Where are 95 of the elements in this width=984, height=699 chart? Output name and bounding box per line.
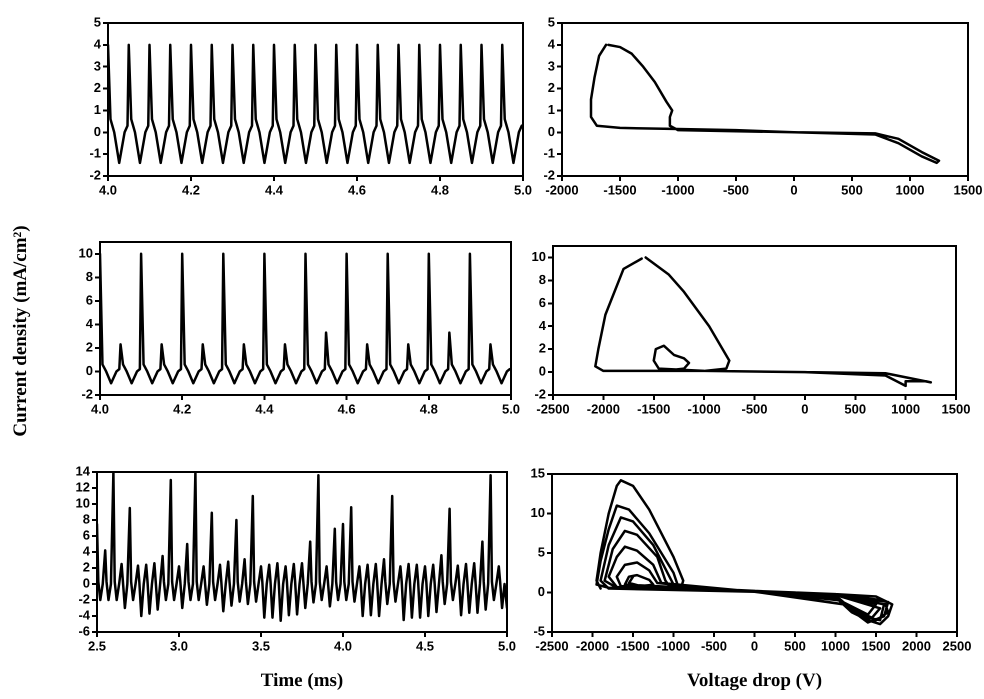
y-tick-label: 5 [548,14,555,30]
y-tick-label: 10 [76,496,90,511]
x-tick-label: 4.8 [420,401,438,416]
x-tick-label: 500 [841,182,863,198]
y-tick-label: 0 [548,124,555,139]
y-tick-label: 1 [548,102,555,118]
x-tick-label: -500 [741,401,768,416]
y-tick-label: 8 [86,268,93,284]
y-tick-label: 2 [94,80,101,96]
x-tick-label: 5.0 [502,401,520,416]
x-tick-label: -2500 [536,401,570,416]
y-tick-label: 2 [538,340,546,356]
x-tick-label: 4.0 [98,182,118,198]
y-tick-label: 4 [86,316,94,331]
x-tick-label: 5.0 [498,638,516,654]
x-tick-label: 4.4 [255,401,274,416]
y-tick-label: 5 [538,544,545,560]
x-tick-label: 1000 [896,182,924,198]
x-tick-label: -1500 [616,638,650,654]
x-tick-label: 1500 [954,182,982,198]
x-tick-label: 1500 [862,638,890,654]
y-tick-label: -1 [543,146,555,161]
y-tick-label: -5 [533,624,545,639]
x-tick-label: 500 [784,638,806,654]
y-tick-label: 6 [86,292,93,308]
y-tick-label: 4 [94,36,102,52]
y-tick-label: 10 [78,245,93,260]
y-tick-label: 10 [530,505,545,520]
y-tick-label: -1 [89,146,101,161]
y-tick-label: 8 [538,272,546,287]
y-tick-label: 14 [76,464,91,479]
x-tick-label: 4.8 [430,182,450,198]
y-tick-label: -2 [534,386,546,402]
x-tick-label: -2500 [535,638,569,654]
x-tick-label: 1000 [891,401,920,416]
y-tick-label: 2 [548,80,555,96]
y-tick-label: -6 [78,624,90,639]
x-tick-label: 500 [844,401,866,416]
y-tick-label: -2 [81,386,93,402]
y-tick-label: 2 [82,560,90,575]
y-tick-label: 10 [532,249,546,264]
x-axis-title: Voltage drop (V) [686,670,824,692]
x-tick-label: 4.6 [348,182,366,198]
y-tick-label: 5 [94,14,101,30]
x-tick-label: -1000 [656,638,690,654]
y-tick-label: 12 [76,480,90,495]
x-tick-label: -1000 [688,401,721,416]
y-tick-label: 8 [82,512,90,527]
y-tick-label: -4 [78,608,91,623]
x-tick-label: -2000 [576,638,610,654]
x-tick-label: -1000 [661,182,695,198]
y-tick-label: 2 [86,340,93,354]
x-tick-label: 4.2 [182,182,200,198]
x-tick-label: 2000 [902,638,931,654]
x-tick-label: 4.4 [264,182,284,198]
x-tick-label: 2.5 [88,638,106,654]
x-tick-label: 1500 [942,401,970,416]
y-tick-label: 4 [548,36,556,52]
y-tick-label: 6 [82,528,90,543]
x-tick-label: -2000 [586,401,620,416]
x-tick-label: -500 [700,638,728,654]
y-tick-label: 0 [86,363,93,378]
x-tick-label: 1000 [821,638,850,654]
x-axis-title: Time (ms) [260,670,344,692]
x-tick-label: 0 [750,638,758,654]
y-tick-label: 1 [94,102,101,118]
y-tick-label: 0 [538,364,546,379]
x-tick-label: 4.6 [338,401,356,416]
x-tick-label: 4.0 [334,638,352,654]
x-tick-label: -1500 [637,401,670,416]
x-tick-label: 4.0 [90,401,110,416]
x-tick-label: -2000 [545,182,579,198]
y-tick-label: 3 [548,58,555,74]
x-tick-label: 3.0 [170,638,188,654]
y-tick-label: 15 [530,466,545,481]
y-tick-label: 4 [538,318,547,333]
x-tick-label: 0 [801,401,808,416]
y-tick-label: 0 [82,576,90,591]
x-tick-label: 3.5 [252,638,270,654]
x-tick-label: 4.2 [173,401,192,416]
y-tick-label: -2 [78,592,90,607]
x-tick-label: -500 [722,182,750,198]
y-tick-label: 4 [82,544,91,559]
y-tick-label: 6 [538,294,546,310]
y-tick-label: -2 [89,168,101,183]
x-tick-label: -1500 [603,182,637,198]
y-axis-title: Current density (mA/cm²) [10,224,32,438]
x-tick-label: 2500 [942,638,972,654]
x-tick-label: 0 [790,182,798,198]
y-tick-label: 0 [538,584,545,600]
y-tick-label: -2 [543,168,555,183]
x-tick-label: 4.5 [416,638,434,654]
y-tick-label: 0 [94,124,101,139]
y-tick-label: 3 [94,58,101,74]
x-tick-label: 5.0 [514,182,532,198]
